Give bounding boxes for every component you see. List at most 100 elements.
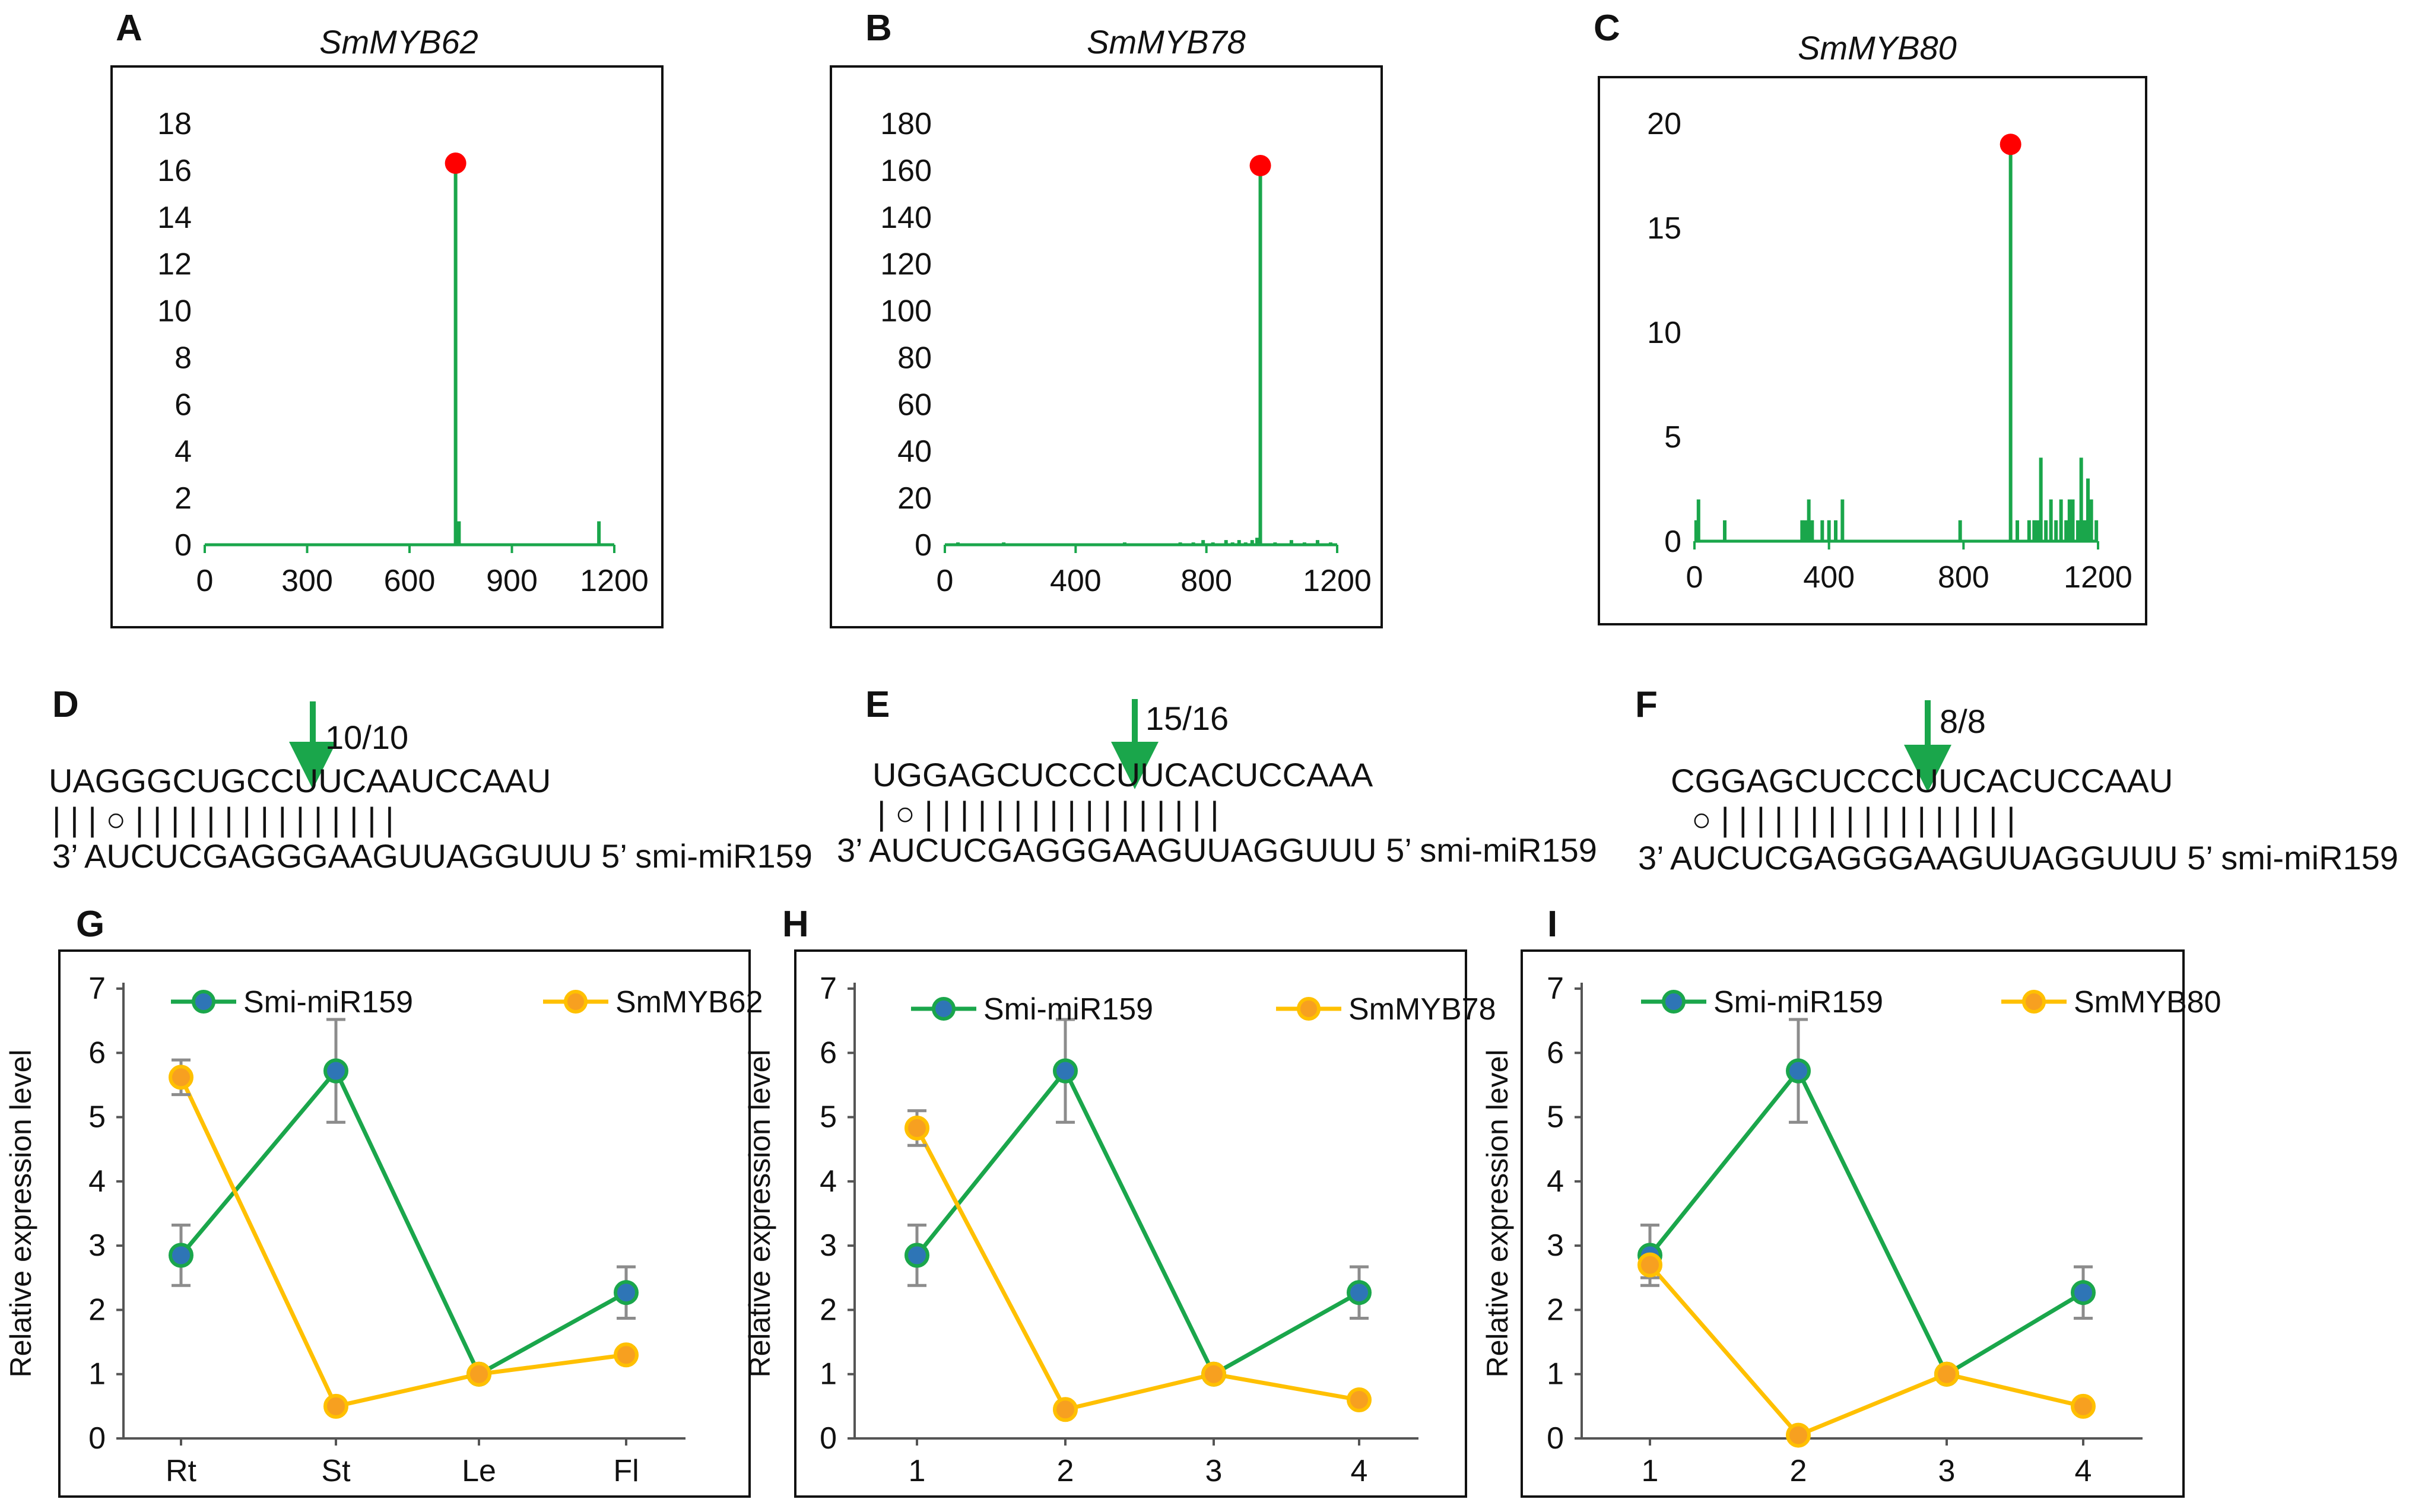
y-tick-label: 3 [88,1228,106,1263]
data-point-mirna [2071,1280,2096,1305]
read-count: 8/8 [1940,703,1986,740]
series-line-mirna [1648,1067,2084,1377]
target-sequence: UGGAGCUCCCUUCACUCCAAA [872,756,1373,793]
series-line-mirna [915,1067,1360,1377]
legend-marker [2022,990,2046,1014]
data-point-myb [1053,1397,1078,1422]
panel-label: H [782,904,809,945]
pairing-line: ○ | | | | | | | | | | | | | | | | | [1691,801,2016,838]
y-tick-label: 180 [880,107,932,141]
x-tick-label: 1200 [2064,560,2132,595]
data-point-mirna [904,1243,929,1268]
y-tick-label: 2 [88,1292,106,1327]
y-tick-label: 1 [88,1357,106,1392]
chart-frame [794,949,1467,1498]
x-tick-label: 0 [196,564,214,598]
panel-label: C [1594,8,1620,49]
y-tick-label: 7 [1547,971,1564,1006]
y-tick-label: 4 [1547,1164,1564,1199]
data-point-myb [466,1361,491,1387]
series-line-mirna [179,1067,627,1377]
x-tick-label: 2 [1790,1454,1807,1488]
y-tick-label: 4 [88,1164,106,1199]
target-sequence: UAGGGCUGCCUUCAAUCCAAU [49,762,551,799]
y-tick-label: 1 [820,1357,837,1392]
pairing-line: | | | ○ | | | | | | | | | | | | | | | [52,801,394,838]
y-tick-label: 8 [174,341,192,375]
data-point-mirna [1786,1058,1811,1084]
degradome-chart: 0 20 40 60 80 100 120 140 160 180 0 400 800 1200 [880,107,1372,598]
legend-label: SmMYB80 [2074,985,2221,1019]
x-tick-label: Fl [613,1454,639,1488]
series-line-myb [915,1127,1360,1412]
y-tick-label: 4 [820,1164,837,1199]
chart-frame [1521,949,2185,1498]
x-tick-label: 0 [937,564,954,598]
y-tick-label: 18 [157,107,192,141]
read-count: 10/10 [325,719,408,756]
y-tick-label: 5 [820,1100,837,1135]
y-tick-label: 5 [1664,420,1681,455]
y-tick-label: 1 [1547,1357,1564,1392]
x-tick-label: 4 [2075,1454,2092,1488]
y-tick-label: 15 [1647,211,1681,246]
y-tick-label: 10 [157,294,192,329]
panel-label: E [865,684,890,725]
legend-label: Smi-miR159 [983,992,1153,1027]
legend-marker [1662,990,1686,1014]
chart-title: SmMYB78 [1087,23,1246,61]
y-tick-label: 0 [1664,525,1681,559]
panel-label: D [52,684,79,725]
target-sequence: CGGAGCUCCCUUCACUCCAAU [1671,762,2173,799]
series-line-myb [1648,1263,2084,1438]
chart-frame [110,65,664,628]
x-tick-label: 400 [1050,564,1102,598]
x-tick-label: 0 [1686,560,1703,595]
data-point-myb [2071,1393,2096,1419]
x-tick-label: 600 [384,564,436,598]
y-tick-label: 6 [174,387,192,422]
panel-g: G 0 1 2 3 4 5 6 7 Relative expression level Rt St L… [4,904,763,1498]
y-axis-label: Relative expression level [4,1049,37,1377]
data-point-myb [1786,1422,1811,1448]
x-tick-label: 300 [281,564,333,598]
read-count: 15/16 [1145,700,1229,737]
x-tick-label: 800 [1938,560,1989,595]
degradome-chart: 0 2 4 6 8 10 12 14 16 18 0 300 600 900 1200 [157,107,649,598]
y-axis-label: Relative expression level [1481,1049,1514,1377]
data-point-myb [1347,1387,1372,1413]
legend-label: Smi-miR159 [243,985,413,1019]
y-tick-label: 140 [880,201,932,235]
data-point-myb [1637,1252,1662,1278]
x-tick-label: 800 [1180,564,1232,598]
legend-marker [192,990,215,1014]
y-tick-label: 12 [157,247,192,282]
y-tick-label: 2 [174,481,192,516]
data-point-myb [614,1342,639,1368]
panel-i: I 0 1 2 3 4 5 6 7 Relative expression level 1 2 3 4 S… [1481,904,2221,1498]
cleavage-site-dot [2000,134,2021,155]
y-tick-label: 0 [1547,1421,1564,1456]
y-tick-label: 20 [1647,107,1681,141]
legend-label: SmMYB62 [615,985,763,1019]
panel-label: F [1635,684,1658,725]
y-tick-label: 16 [157,154,192,188]
x-tick-label: 1 [909,1454,926,1488]
y-tick-label: 6 [88,1035,106,1070]
x-tick-label: 400 [1803,560,1855,595]
panel-b: B SmMYB78 0 20 40 60 80 100 120 140 160 180 0 400 80… [830,8,1383,628]
pairing-line: | ○ | | | | | | | | | | | | | | | | | [877,795,1219,832]
y-tick-label: 10 [1647,316,1681,350]
x-tick-label: 4 [1351,1454,1368,1488]
y-tick-label: 40 [897,434,932,469]
y-tick-label: 3 [820,1228,837,1263]
panel-a: A SmMYB62 0 2 4 6 8 10 12 14 16 18 0 300 600 900 1200 [110,8,664,628]
panel-c: C SmMYB80 0 5 10 15 20 0 400 800 1200 [1594,8,2147,625]
expression-chart: 0 1 2 3 4 5 6 7 Relative expression level Rt St Le F… [4,971,763,1488]
x-tick-label: 3 [1205,1454,1223,1488]
panel-d: D 10/10 UAGGGCUGCCUUCAAUCCAAU | | | ○ | … [49,684,813,875]
y-tick-label: 160 [880,154,932,188]
y-tick-label: 80 [897,341,932,375]
data-point-myb [323,1393,348,1419]
